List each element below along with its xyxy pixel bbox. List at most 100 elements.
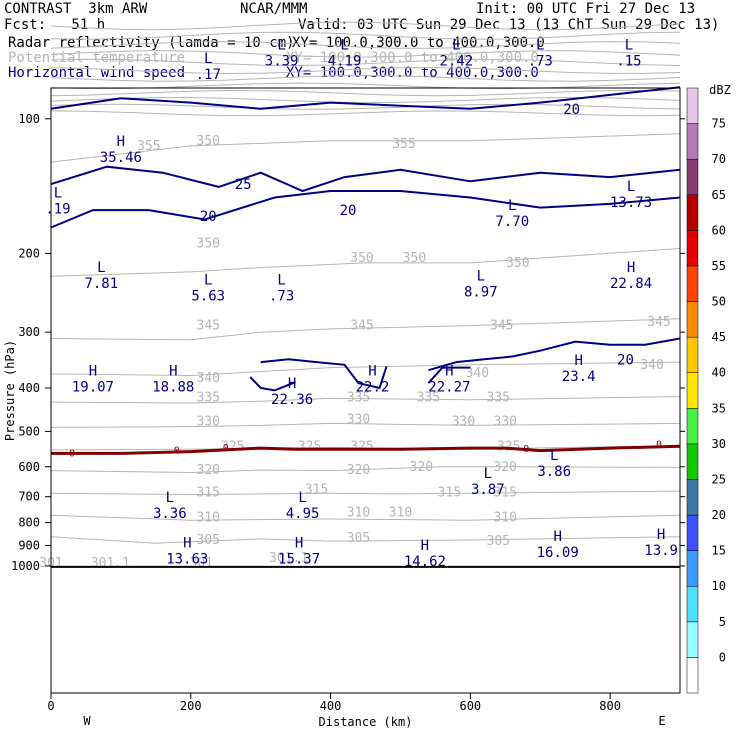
- low-marker: L: [508, 198, 516, 214]
- colorbar-level-label: 5: [719, 615, 726, 629]
- high-marker: H: [295, 536, 303, 552]
- low-marker: L: [452, 38, 460, 54]
- extremum-value: 5.63: [191, 289, 225, 305]
- extremum-value: 22.2: [356, 379, 390, 395]
- wind-contour-25: [50, 165, 681, 193]
- extremum-value: 4.95: [286, 506, 320, 522]
- valid-time: Valid: 03 UTC Sun 29 Dec 13 (13 ChT Sun …: [298, 17, 720, 33]
- x-tick-label: 400: [320, 699, 342, 713]
- extremum-value: 3.36: [153, 506, 187, 522]
- theta-contour-label: 330: [347, 412, 370, 427]
- plot-frame: [50, 87, 681, 694]
- theta-contour-330: [50, 422, 681, 428]
- theta-upper-contour: [50, 31, 681, 40]
- extremum-value: 22.27: [428, 379, 470, 395]
- theta-contour-label: 350: [197, 236, 220, 251]
- high-marker: H: [627, 260, 635, 276]
- theta-contour-label: 335: [347, 390, 370, 405]
- low-marker: L: [550, 448, 558, 464]
- field-reflectivity-xy: XY= 100.0,300.0 to 400.0,300.0: [292, 35, 545, 51]
- low-marker: L: [536, 38, 544, 54]
- colorbar-swatch: [686, 194, 699, 231]
- theta-contour-label: 320: [347, 463, 370, 478]
- wind-contour-20: [260, 358, 388, 390]
- extremum-value: .17: [196, 67, 221, 83]
- reflectivity-zero-contour: 0 0 0 0 0: [51, 439, 681, 459]
- upper-level-contours: [50, 21, 681, 117]
- extremum-value: 22.84: [610, 276, 652, 292]
- extremum-value: 3.87: [471, 482, 505, 498]
- reflectivity-contour-label: 0: [174, 446, 180, 457]
- colorbar-swatch: [686, 514, 699, 551]
- theta-contour-label: 350: [197, 134, 220, 149]
- colorbar-level-label: 25: [712, 472, 726, 486]
- reflectivity-contour-0: [51, 444, 681, 455]
- reflectivity-contour-label: 0: [223, 443, 229, 454]
- forecast-hour: Fcst: 51 h: [4, 17, 106, 33]
- y-tick-label: 1000: [11, 559, 40, 573]
- extremum-value: .19: [45, 202, 70, 218]
- x-tick-label: 200: [180, 699, 202, 713]
- theta-contour-label: 345: [197, 319, 220, 334]
- theta-contour-label: 340: [640, 358, 663, 373]
- colorbar-level-label: 55: [712, 259, 726, 273]
- x-tick-label: 0: [47, 699, 54, 713]
- colorbar-level-label: 30: [712, 437, 726, 451]
- x-axis-east-label: E: [658, 714, 665, 728]
- extremum-value: 3.39: [265, 54, 299, 70]
- x-tick-label: 800: [599, 699, 621, 713]
- center-label: NCAR/MMM: [240, 1, 308, 17]
- low-marker: L: [204, 51, 212, 67]
- colorbar-swatch: [686, 87, 699, 124]
- colorbar-swatch: [686, 621, 699, 658]
- y-tick-label: 500: [18, 424, 40, 438]
- high-marker: H: [421, 538, 429, 554]
- theta-contour-label: 335: [197, 390, 220, 405]
- extremum-value: 14.62: [404, 554, 446, 570]
- theta-contour-label: 320: [197, 463, 220, 478]
- high-marker: H: [574, 353, 582, 369]
- y-tick-label: 400: [18, 381, 40, 395]
- extremum-value: 18.88: [152, 379, 194, 395]
- low-marker: L: [298, 490, 306, 506]
- colorbar-level-label: 50: [712, 295, 726, 309]
- extremum-value: 3.86: [537, 464, 571, 480]
- theta-contour-label: 345: [647, 315, 670, 330]
- theta-contour-label: 310: [197, 511, 220, 526]
- colorbar-swatch: [686, 408, 699, 445]
- extremum-value: 16.09: [537, 545, 579, 561]
- colorbar: 0 5 10 15 20 25 30 35 40 45 50 55 60 65 70 75 dBZ: [686, 83, 731, 694]
- extremum-value: 2.42: [439, 54, 473, 70]
- y-tick-label: 200: [18, 246, 40, 260]
- extremum-value: .73: [528, 54, 553, 70]
- colorbar-level-label: 60: [712, 223, 726, 237]
- y-tick-label: 600: [18, 460, 40, 474]
- theta-contour-label: 310: [389, 506, 412, 521]
- y-tick-label: 300: [18, 325, 40, 339]
- extremum-value: 23.4: [562, 369, 596, 385]
- theta-upper-contour: [50, 58, 681, 67]
- wind-contour-20: [50, 86, 681, 110]
- extremum-value: 22.36: [271, 392, 313, 408]
- theta-contour-label: 335: [417, 390, 440, 405]
- colorbar-level-label: 20: [712, 508, 726, 522]
- high-marker: H: [368, 363, 376, 379]
- extremum-value: 7.81: [84, 276, 118, 292]
- low-marker: L: [627, 179, 635, 195]
- reflectivity-contour-label: 0: [656, 439, 662, 450]
- potential-temperature-contours: 355 350 355 350 350 350 350 345 345 345 345 340 340 3…: [39, 133, 681, 571]
- low-marker: L: [204, 273, 212, 289]
- theta-contour-label: 301.1: [269, 551, 308, 566]
- theta-upper-contour: [50, 89, 681, 97]
- theta-upper-contour: [50, 96, 681, 104]
- low-marker: L: [477, 269, 485, 285]
- theta-contour-label: 305: [197, 533, 220, 548]
- wind-contour-label: 20: [563, 102, 580, 118]
- theta-contour-label: 310: [494, 511, 517, 526]
- theta-upper-contour: [50, 67, 681, 75]
- model-title: CONTRAST 3km ARW: [4, 1, 148, 17]
- low-marker: L: [54, 186, 62, 202]
- high-marker: H: [117, 134, 125, 150]
- theta-contour-label: 350: [403, 251, 426, 266]
- colorbar-swatch: [686, 479, 699, 516]
